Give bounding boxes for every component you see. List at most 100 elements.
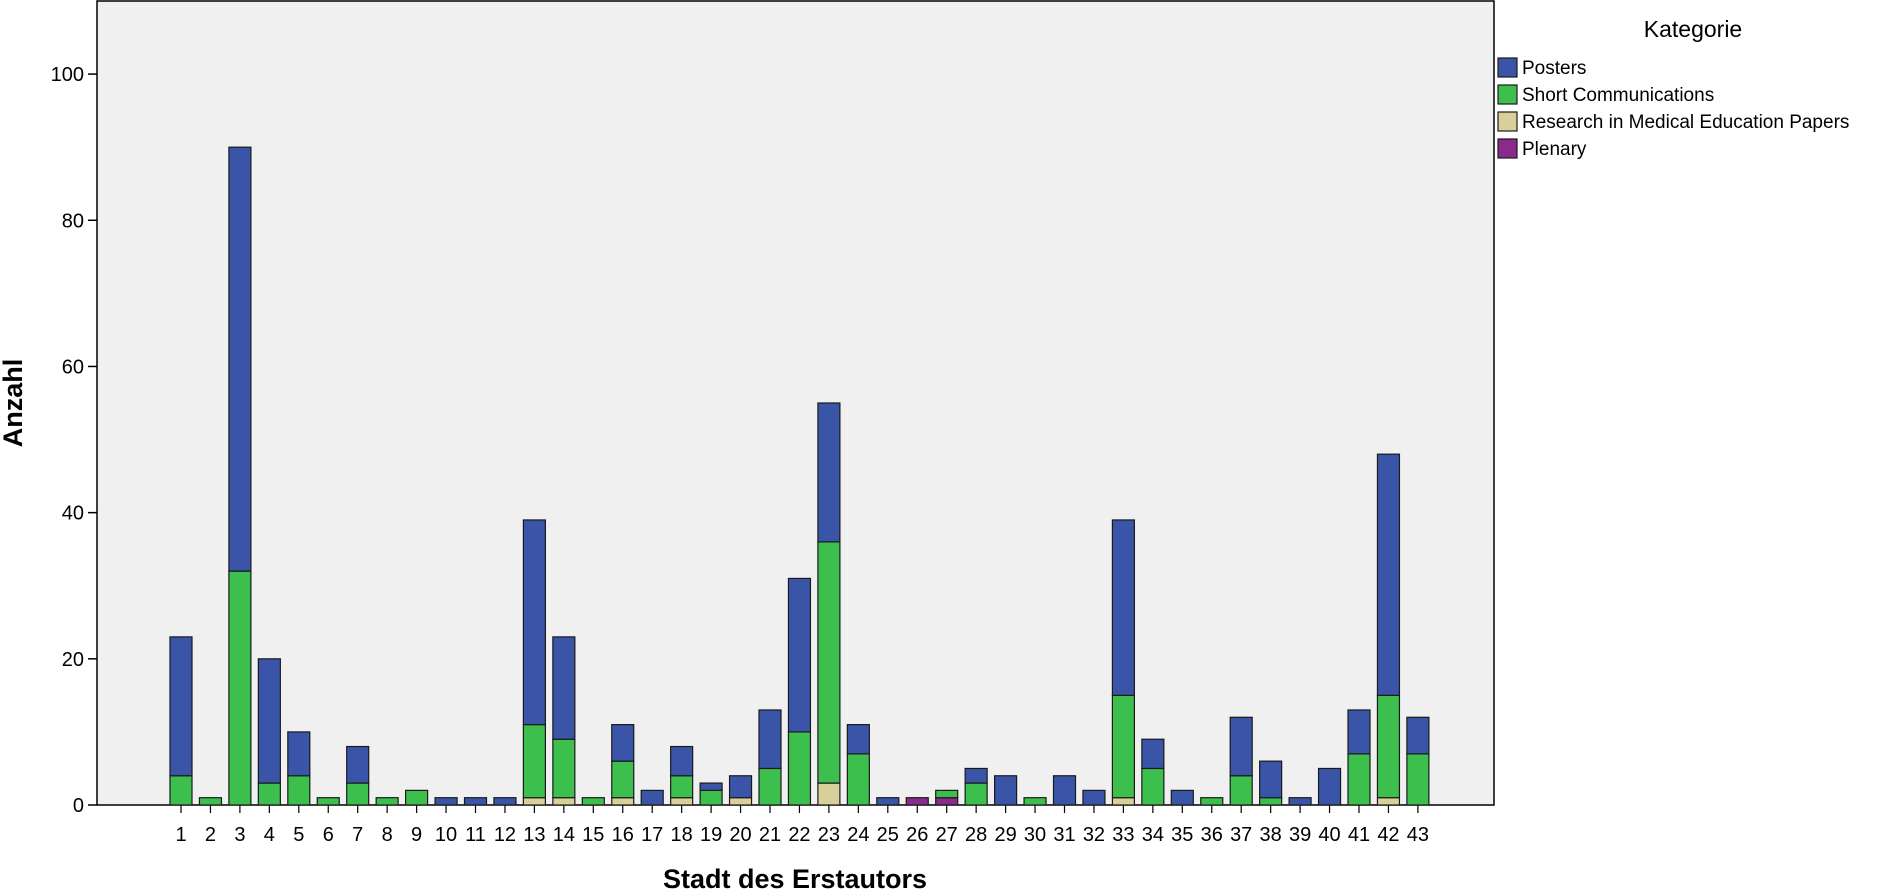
y-tick-label: 0 — [73, 795, 84, 817]
x-tick-label: 39 — [1289, 824, 1311, 846]
x-tick-label: 18 — [671, 824, 693, 846]
bar-segment — [169, 775, 193, 806]
bar-segment — [611, 760, 635, 799]
y-tick-label: 80 — [62, 210, 84, 232]
legend-label: Research in Medical Education Papers — [1522, 112, 1849, 133]
bar-segment — [1229, 716, 1253, 777]
y-tick-label: 20 — [62, 649, 84, 671]
y-tick-label: 40 — [62, 503, 84, 525]
legend-label: Posters — [1522, 58, 1586, 79]
legend-swatch — [1497, 84, 1518, 105]
bar-segment — [1376, 453, 1401, 696]
x-tick-label: 24 — [847, 824, 869, 846]
y-axis: 0 20 40 60 80 100 — [51, 64, 97, 817]
legend-title: Kategorie — [1644, 16, 1742, 42]
bar-segment — [522, 519, 547, 726]
bar-segment — [846, 723, 870, 755]
x-tick-label: 21 — [759, 824, 781, 846]
x-tick-label: 29 — [994, 824, 1016, 846]
x-tick-label: 23 — [818, 824, 840, 846]
bar-segment — [1347, 709, 1371, 755]
x-tick-label: 27 — [936, 824, 958, 846]
bar-segment — [552, 738, 576, 799]
x-tick-label: 17 — [641, 824, 663, 846]
bar-segment — [935, 789, 959, 799]
legend: Kategorie Posters Short Communications Res… — [1497, 16, 1849, 160]
bar-segment — [1376, 797, 1401, 806]
bar-segment — [316, 797, 340, 806]
bar-segment — [287, 731, 311, 777]
bar-segment — [198, 797, 223, 806]
bar-segment — [228, 570, 252, 806]
bar-segment — [257, 782, 281, 806]
bar-segment — [287, 775, 311, 806]
x-tick-label: 3 — [234, 824, 245, 846]
bar-segment — [935, 797, 959, 806]
x-tick-label: 34 — [1142, 824, 1164, 846]
bar-segment — [699, 782, 723, 791]
bar-segment — [522, 723, 547, 799]
bar-segment — [787, 577, 812, 733]
x-tick-label: 12 — [494, 824, 516, 846]
bar-segment — [346, 782, 370, 806]
bar-segment — [1170, 789, 1194, 806]
x-tick-label: 11 — [465, 824, 486, 846]
legend-swatch — [1497, 111, 1518, 132]
bar-segment — [1317, 767, 1342, 806]
bar-segment — [346, 745, 370, 784]
x-tick-label: 37 — [1230, 824, 1252, 846]
x-axis: 1 2 3 4 5 6 7 8 9 10 11 12 13 14 15 16 17 18 19 20 21 22 23 24 2… — [175, 805, 1429, 846]
bar-segment — [1200, 797, 1224, 806]
bar-segment — [1082, 789, 1106, 806]
x-tick-label: 5 — [293, 824, 304, 846]
y-axis-title: Anzahl — [0, 359, 28, 448]
bar-segment — [1259, 760, 1283, 799]
bars — [169, 146, 1430, 806]
bar-segment — [846, 753, 870, 806]
bar-segment — [1023, 797, 1047, 806]
x-tick-label: 4 — [264, 824, 275, 846]
x-tick-label: 16 — [612, 824, 634, 846]
bar-segment — [228, 146, 252, 572]
bar-segment — [1111, 797, 1136, 806]
x-tick-label: 26 — [906, 824, 928, 846]
bar-segment — [1111, 519, 1136, 696]
bar-segment — [1347, 753, 1371, 806]
bar-segment — [463, 797, 488, 806]
bar-segment — [728, 775, 753, 799]
bar-segment — [758, 767, 782, 806]
x-tick-label: 42 — [1377, 824, 1399, 846]
bar-segment — [611, 797, 635, 806]
x-tick-label: 33 — [1112, 824, 1134, 846]
bar-segment — [257, 658, 281, 784]
y-tick-label: 60 — [62, 356, 84, 378]
bar-segment — [876, 797, 900, 806]
x-tick-label: 7 — [352, 824, 363, 846]
x-tick-label: 40 — [1318, 824, 1340, 846]
bar-segment — [1259, 797, 1283, 806]
x-tick-label: 30 — [1024, 824, 1046, 846]
x-tick-label: 6 — [323, 824, 334, 846]
x-tick-label: 14 — [553, 824, 575, 846]
x-tick-label: 13 — [523, 824, 545, 846]
x-tick-label: 8 — [382, 824, 393, 846]
x-tick-label: 32 — [1083, 824, 1105, 846]
x-tick-label: 1 — [175, 824, 186, 846]
x-tick-label: 36 — [1201, 824, 1223, 846]
bar-segment — [787, 731, 812, 806]
bar-segment — [817, 782, 841, 806]
bar-segment — [1406, 753, 1430, 806]
bar-segment — [817, 541, 841, 784]
bar-segment — [1052, 775, 1077, 806]
bar-segment — [1111, 694, 1136, 799]
x-axis-title: Stadt des Erstautors — [663, 864, 927, 889]
x-tick-label: 22 — [788, 824, 810, 846]
x-tick-label: 38 — [1260, 824, 1282, 846]
bar-segment — [964, 782, 988, 806]
x-tick-label: 41 — [1348, 824, 1370, 846]
bar-segment — [611, 723, 635, 762]
bar-segment — [375, 797, 399, 806]
x-tick-label: 25 — [877, 824, 899, 846]
x-tick-label: 20 — [729, 824, 751, 846]
bar-segment — [758, 709, 782, 770]
